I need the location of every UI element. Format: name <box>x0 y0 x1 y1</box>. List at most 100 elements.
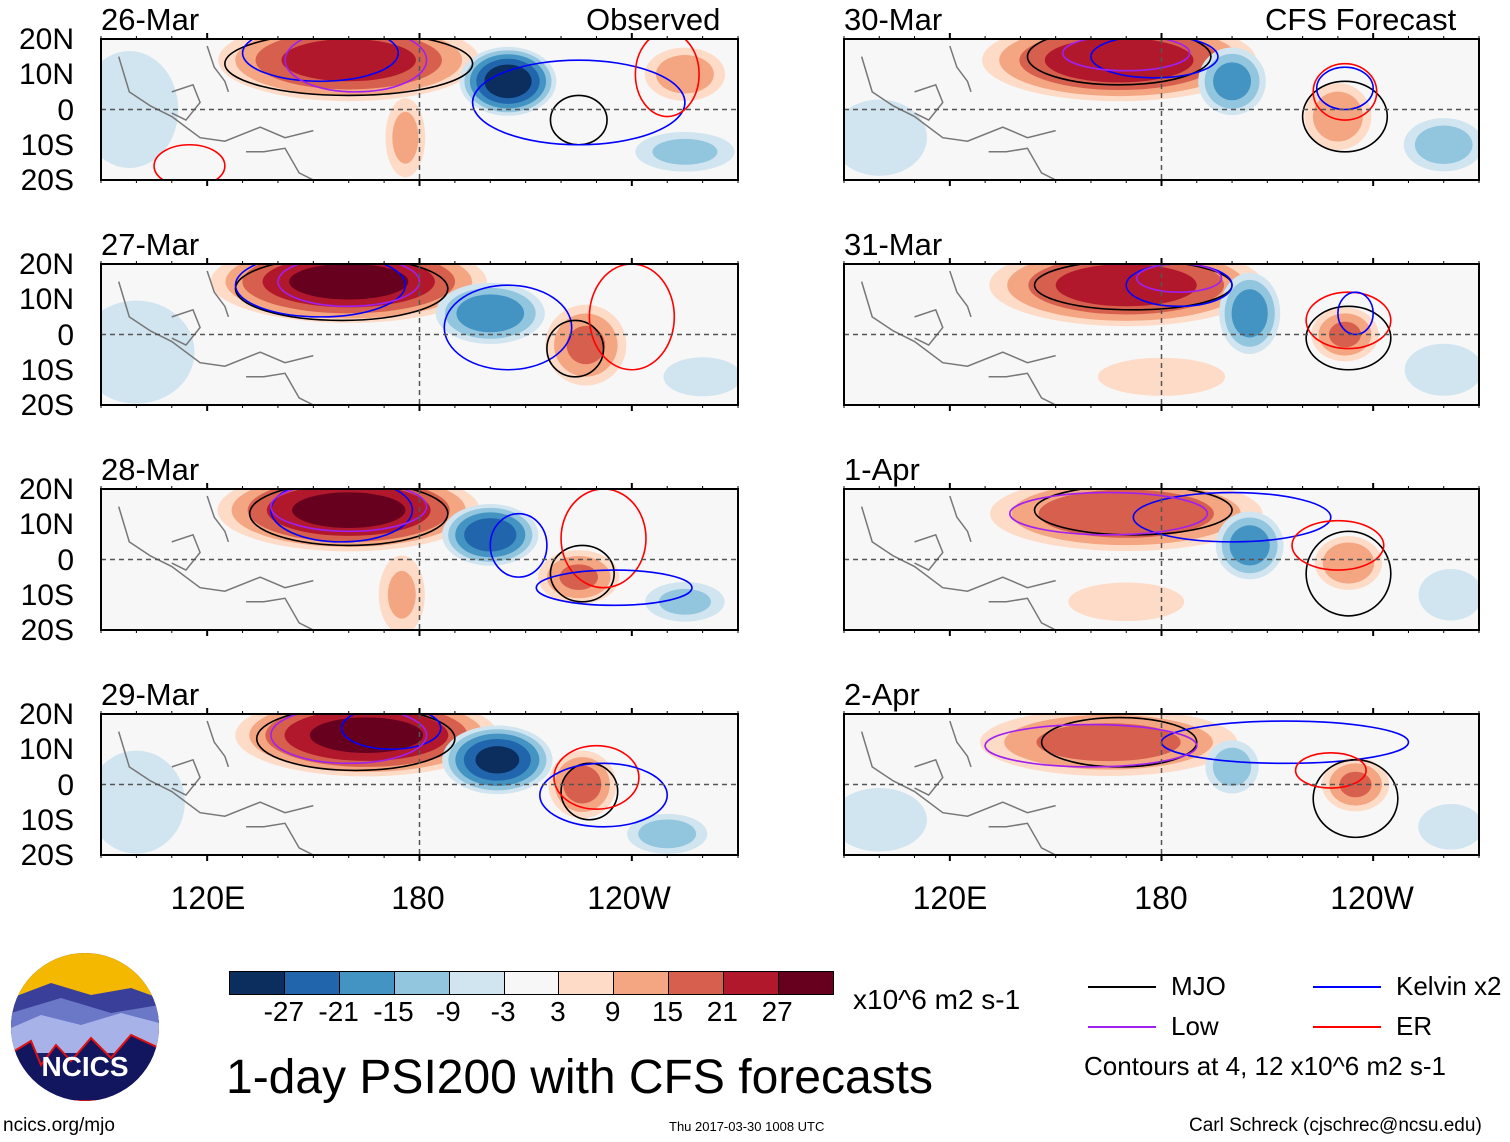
logo-text: NCICS <box>41 1051 129 1082</box>
colorbar-swatch <box>449 972 505 994</box>
contour-er <box>153 143 226 180</box>
panel-date: 29-Mar <box>101 677 200 712</box>
ncics-logo: NCICS <box>11 953 159 1101</box>
map-panel-26-Mar <box>100 33 739 186</box>
lon-label: 120E <box>912 880 988 916</box>
panel-date: 1-Apr <box>844 452 920 487</box>
lat-label: 10N <box>18 58 74 92</box>
coastline <box>914 83 944 122</box>
anomaly-shade <box>1418 804 1479 850</box>
anomaly-shade <box>1328 321 1361 348</box>
contour-low <box>1061 39 1191 72</box>
footer-url[interactable]: ncics.org/mjo <box>3 1115 115 1136</box>
contour-er <box>553 744 640 810</box>
colorbar-label: 21 <box>706 996 738 1027</box>
coastline <box>914 533 944 572</box>
anomaly-shade <box>292 492 406 528</box>
colorbar-label: -3 <box>490 996 516 1027</box>
contour-kelvin <box>234 264 407 318</box>
anomaly-shade <box>392 111 419 164</box>
anomaly-shade <box>652 138 718 165</box>
lat-label: 20N <box>18 23 74 56</box>
anomaly-shade <box>1038 489 1214 538</box>
anomaly-shade <box>655 55 714 94</box>
lat-label: 10N <box>18 508 74 542</box>
anomaly-shade <box>1212 747 1252 787</box>
anomaly-shade <box>1044 39 1194 83</box>
legend-swatch-kelvin <box>1313 986 1381 988</box>
lat-label: 0 <box>57 318 74 352</box>
contour-mjo <box>1026 39 1212 86</box>
colorbar-swatch <box>724 972 780 994</box>
panel-date: 2-Apr <box>844 677 920 712</box>
coastline <box>171 308 201 347</box>
colorbar-label: -21 <box>318 996 359 1027</box>
anomaly-shade <box>844 99 927 176</box>
lon-label: 120E <box>170 880 246 916</box>
anomaly-shade <box>638 819 697 849</box>
contour-mjo <box>546 319 605 378</box>
lat-label: 20S <box>20 164 74 197</box>
coastline <box>206 495 230 543</box>
anomaly-shade <box>566 325 606 365</box>
footer-author: Carl Schreck (cjschrec@ncsu.edu) <box>1189 1115 1482 1136</box>
coastline <box>246 372 314 405</box>
contour-mjo <box>1305 305 1392 371</box>
coastline <box>117 731 314 817</box>
contour-kelvin <box>535 569 693 607</box>
coastline <box>949 720 972 768</box>
map-panel-30-Mar <box>843 33 1480 186</box>
contour-mjo <box>1301 80 1389 153</box>
contour-mjo <box>1305 530 1392 617</box>
anomaly-shade <box>289 264 409 300</box>
contour-er <box>588 264 676 371</box>
legend-swatch-er <box>1313 1026 1381 1028</box>
legend-label: MJO <box>1171 971 1226 1001</box>
anomaly-shade <box>844 787 927 852</box>
coastline <box>860 731 1056 817</box>
coastline <box>246 822 314 855</box>
lat-label: 20N <box>18 248 74 281</box>
anomaly-shade <box>387 570 416 619</box>
contour-low <box>270 489 428 533</box>
colorbar-swatch <box>559 972 615 994</box>
panel-date: 27-Mar <box>101 227 200 262</box>
contour-er <box>1291 519 1385 571</box>
colorbar-swatch <box>669 972 725 994</box>
lon-label: 180 <box>391 880 445 916</box>
contour-low <box>984 723 1198 768</box>
colorbar-swatch <box>230 972 285 994</box>
anomaly-shade <box>1213 62 1252 101</box>
coastline <box>117 506 314 592</box>
anomaly-shade <box>1414 125 1473 164</box>
coastline <box>171 533 201 572</box>
forecast-header: CFS Forecast <box>1265 2 1457 37</box>
contour-mjo <box>549 544 615 603</box>
contour-kelvin <box>241 39 400 83</box>
map-panel-28-Mar <box>100 483 739 636</box>
colorbar-swatch <box>779 972 833 994</box>
legend-label: ER <box>1396 1011 1433 1041</box>
contour-low <box>270 714 428 765</box>
coastline <box>246 597 314 630</box>
coastline <box>206 720 230 768</box>
plot-title: 1-day PSI200 with CFS forecasts <box>226 1051 933 1104</box>
map-panel-1-Apr <box>843 483 1480 636</box>
contour-kelvin <box>1132 491 1332 543</box>
anomaly-shade <box>484 64 532 99</box>
coastline <box>988 597 1057 630</box>
coastline <box>117 56 314 142</box>
lat-label: 0 <box>57 543 74 577</box>
coastline <box>171 758 201 797</box>
lat-label: 20N <box>18 698 74 731</box>
contour-er <box>1294 751 1367 789</box>
lat-label: 10S <box>20 803 74 837</box>
map-panel-2-Apr <box>843 708 1480 861</box>
contour-kelvin <box>539 762 669 828</box>
contour-mjo <box>1312 759 1399 839</box>
colorbar-swatch <box>339 972 395 994</box>
coastline <box>949 270 972 318</box>
lat-label: 10S <box>20 353 74 387</box>
anomaly-shade <box>475 746 520 774</box>
coastline <box>914 308 944 347</box>
